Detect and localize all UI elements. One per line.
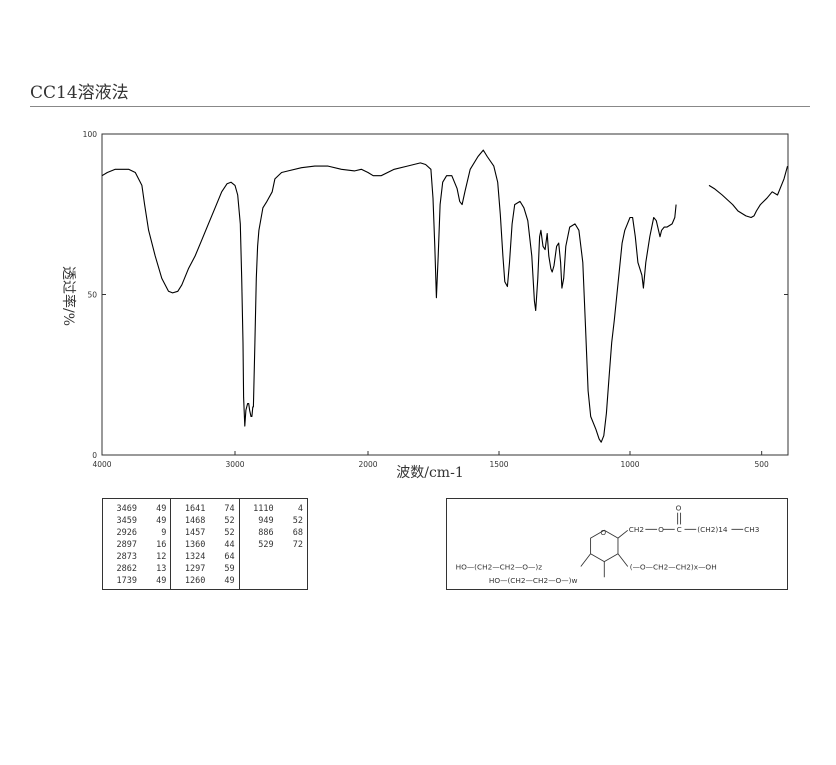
x-tick-label: 1000 xyxy=(620,460,639,469)
peak-wavenumber: 1457 xyxy=(184,528,206,538)
peak-row: 1110 4 xyxy=(246,503,303,515)
peak-wavenumber: 886 xyxy=(258,528,274,538)
peak-row: 3469 49 xyxy=(109,503,167,515)
x-tick-label: 2000 xyxy=(358,460,377,469)
x-tick-label: 1500 xyxy=(489,460,508,469)
peak-row: 1468 52 xyxy=(177,515,235,527)
spectrum-series xyxy=(101,149,789,443)
carbonyl-carbon-label: C xyxy=(677,525,682,534)
bond-ring-ch2 xyxy=(617,529,629,539)
bond-ring-z xyxy=(580,553,591,567)
structure-diagram: O O CH2 O C (CH2)14 CH3 HO—(CH2—CH2—O—)z… xyxy=(446,498,788,590)
peg-chain-z-label: HO—(CH2—CH2—O—)z xyxy=(456,562,543,571)
spectrum-line-segment xyxy=(708,165,789,219)
peak-row: 1260 49 xyxy=(177,575,235,587)
peak-transmittance: 44 xyxy=(224,540,235,550)
peak-transmittance: 49 xyxy=(156,576,167,586)
peak-row: 2897 16 xyxy=(109,539,167,551)
peak-row: 1641 74 xyxy=(177,503,235,515)
peak-row: 1360 44 xyxy=(177,539,235,551)
peak-transmittance: 68 xyxy=(292,528,303,538)
peak-wavenumber: 529 xyxy=(258,540,274,550)
peak-row: 2862 13 xyxy=(109,563,167,575)
y-tick-label: 0 xyxy=(92,451,97,460)
terminal-methyl-label: CH3 xyxy=(744,525,760,534)
spectrum-line-segment xyxy=(101,149,677,443)
peak-row: 3459 49 xyxy=(109,515,167,527)
peak-transmittance: 49 xyxy=(156,504,167,514)
y-tick-label: 100 xyxy=(83,130,98,139)
peak-transmittance: 52 xyxy=(292,516,303,526)
peak-transmittance: 13 xyxy=(156,564,167,574)
method-title: CC14溶液法 xyxy=(30,83,129,103)
peak-wavenumber: 1324 xyxy=(184,552,206,562)
peak-row: 2926 9 xyxy=(109,527,167,539)
peak-row: 2873 12 xyxy=(109,551,167,563)
ester-oxygen-label: O xyxy=(658,525,664,534)
ester-ch2-label: CH2 xyxy=(629,525,644,534)
peak-transmittance: 16 xyxy=(156,540,167,550)
peak-transmittance: 49 xyxy=(156,516,167,526)
x-tick-label: 500 xyxy=(755,460,770,469)
peak-transmittance: 74 xyxy=(224,504,235,514)
y-axis-ticks: 0 50 100 xyxy=(83,130,788,460)
peak-transmittance: 12 xyxy=(156,552,167,562)
peak-wavenumber: 1739 xyxy=(116,576,137,586)
peak-wavenumber: 1468 xyxy=(184,516,206,526)
peak-transmittance: 52 xyxy=(224,528,235,538)
peak-wavenumber: 2926 xyxy=(116,528,137,538)
peak-row: 1324 64 xyxy=(177,551,235,563)
carbonyl-oxygen: O xyxy=(676,504,682,513)
peak-transmittance: 9 xyxy=(161,528,167,538)
y-tick-label: 50 xyxy=(87,291,97,300)
y-axis-label: 透过率/% xyxy=(60,266,77,326)
peak-transmittance: 59 xyxy=(224,564,235,574)
peak-transmittance: 64 xyxy=(224,552,235,562)
peak-wavenumber: 3459 xyxy=(116,516,137,526)
peak-wavenumber: 1360 xyxy=(184,540,206,550)
peak-wavenumber: 3469 xyxy=(116,504,137,514)
peak-table-column: 1110 4 949 52 886 68 529 72 xyxy=(240,499,307,589)
peak-transmittance: 52 xyxy=(224,516,235,526)
plot-frame xyxy=(101,133,789,456)
peg-chain-w-label: HO—(CH2—CH2—O—)w xyxy=(489,576,578,585)
peak-transmittance: 4 xyxy=(297,504,303,514)
peak-row: 949 52 xyxy=(246,515,303,527)
peak-row: 1297 59 xyxy=(177,563,235,575)
bond-ring-x xyxy=(617,553,629,567)
alkyl-chain-label: (CH2)14 xyxy=(697,525,728,534)
peak-table-column: 3469 49 3459 49 2926 9 2897 16 2873 12 2862 13 1739 4… xyxy=(103,499,172,589)
peak-wavenumber: 2862 xyxy=(116,564,137,574)
peak-wavenumber: 1297 xyxy=(184,564,206,574)
ir-spectrum-chart: 0 50 100 4000 3000 2000 1500 1000 500 波数/cm-1 透… xyxy=(60,130,789,481)
peak-wavenumber: 1110 xyxy=(253,504,274,514)
title-divider xyxy=(30,106,810,107)
peak-wavenumber: 2897 xyxy=(116,540,137,550)
peak-wavenumber: 1641 xyxy=(184,504,206,514)
ring-oxygen: O xyxy=(600,528,606,537)
peak-row: 886 68 xyxy=(246,527,303,539)
peak-row: 1739 49 xyxy=(109,575,167,587)
peg-chain-x-label: (—O—CH2—CH2)x—OH xyxy=(630,562,717,571)
peak-table-column: 1641 74 1468 52 1457 52 1360 44 1324 64 1297 59 1260… xyxy=(171,499,240,589)
peak-row: 1457 52 xyxy=(177,527,235,539)
x-tick-label: 4000 xyxy=(92,460,111,469)
x-axis-label: 波数/cm-1 xyxy=(396,465,463,481)
peak-wavenumber: 949 xyxy=(258,516,274,526)
peak-table: 3469 49 3459 49 2926 9 2897 16 2873 12 2862 13 1739 4… xyxy=(102,498,308,590)
peak-transmittance: 49 xyxy=(224,576,235,586)
peak-wavenumber: 2873 xyxy=(116,552,137,562)
x-tick-label: 3000 xyxy=(225,460,244,469)
peak-row: 529 72 xyxy=(246,539,303,551)
x-axis-ticks: 4000 3000 2000 1500 1000 500 xyxy=(92,451,769,469)
peak-transmittance: 72 xyxy=(292,540,303,550)
peak-wavenumber: 1260 xyxy=(184,576,206,586)
